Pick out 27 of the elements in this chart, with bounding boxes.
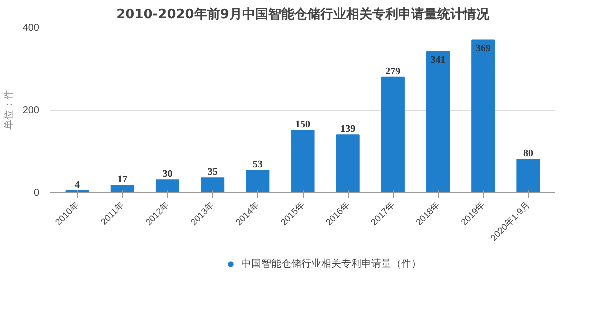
data-label: 279 bbox=[386, 66, 401, 78]
bar bbox=[291, 130, 315, 192]
y-tick-label: 0 bbox=[34, 188, 40, 199]
data-label: 53 bbox=[252, 160, 263, 171]
data-label: 17 bbox=[118, 174, 128, 186]
bar bbox=[201, 178, 225, 192]
data-label: 80 bbox=[523, 148, 534, 160]
data-label: 150 bbox=[296, 120, 310, 131]
data-label: 139 bbox=[340, 124, 356, 136]
data-label: 30 bbox=[162, 169, 173, 180]
data-label: 4 bbox=[75, 180, 80, 191]
bar bbox=[246, 170, 270, 192]
bar bbox=[336, 134, 360, 192]
bar bbox=[472, 40, 496, 192]
data-label: 341 bbox=[430, 54, 446, 66]
data-label: 35 bbox=[208, 167, 218, 178]
y-axis-title: 单位：件 bbox=[2, 90, 15, 130]
chart-title: 2010-2020年前9月中国智能仓储行业相关专利申请量统计情况 bbox=[116, 6, 490, 22]
data-label: 369 bbox=[476, 43, 491, 54]
bar bbox=[426, 51, 450, 192]
bar bbox=[156, 180, 180, 192]
bar bbox=[381, 76, 405, 192]
bar bbox=[110, 184, 134, 192]
bar bbox=[516, 159, 540, 192]
y-tick-label: 200 bbox=[22, 106, 40, 116]
legend-label: 中国智能仓储行业相关专利申请量（件） bbox=[242, 258, 422, 271]
y-tick-label: 400 bbox=[22, 23, 40, 34]
